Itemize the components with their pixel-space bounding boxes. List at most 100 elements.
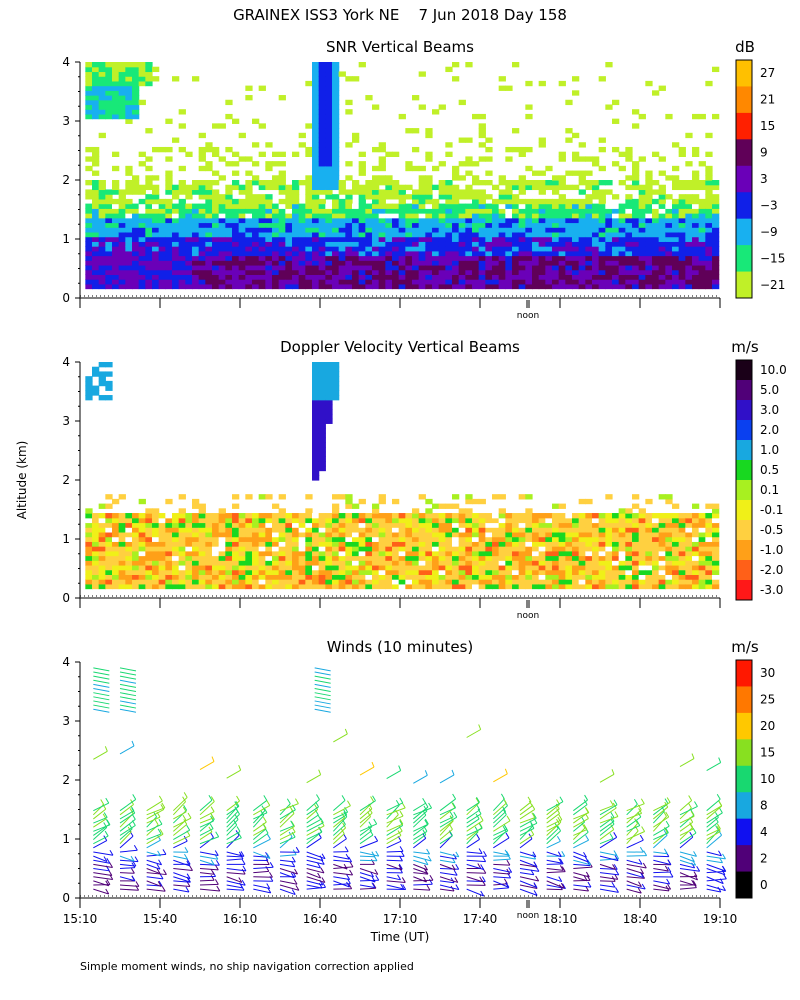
doppler-cell (485, 517, 493, 524)
wind-barb (493, 887, 509, 890)
doppler-cell (298, 517, 306, 524)
snr-cell (538, 236, 546, 242)
snr-cell (112, 241, 120, 247)
doppler-cell (458, 531, 466, 538)
snr-cell (178, 236, 186, 242)
snr-cell (245, 279, 253, 285)
doppler-cell (285, 531, 293, 538)
snr-cell (685, 260, 693, 266)
wind-barb-flag (374, 869, 379, 875)
wind-barb-flag (451, 864, 456, 871)
wind-barb (359, 872, 374, 878)
wind-barb (439, 859, 456, 864)
doppler-cell (492, 564, 500, 571)
doppler-cell (585, 583, 593, 590)
doppler-cell (352, 560, 360, 566)
snr-cell (392, 222, 400, 228)
doppler-cell (665, 527, 673, 533)
doppler-cell (398, 560, 406, 566)
snr-cell (132, 217, 140, 224)
doppler-cell (678, 569, 686, 575)
snr-cell (152, 283, 160, 290)
snr-cell (432, 227, 440, 233)
doppler-cell (672, 560, 680, 566)
snr-cell (265, 180, 273, 186)
wind-barb (119, 872, 135, 874)
snr-cell (125, 90, 133, 96)
snr-cell (132, 90, 140, 96)
doppler-cell (205, 546, 213, 552)
snr-cell (438, 222, 446, 228)
snr-cell (232, 213, 240, 219)
doppler-cell (478, 541, 486, 547)
snr-cell (598, 194, 606, 200)
doppler-cell (652, 555, 660, 561)
snr-cell (305, 198, 313, 205)
doppler-cell (272, 522, 280, 528)
wind-barb (413, 824, 429, 836)
snr-cell (612, 279, 620, 285)
snr-cell (105, 283, 113, 290)
doppler-cell (258, 536, 266, 542)
snr-cell (585, 264, 593, 271)
snr-cell (198, 250, 206, 257)
snr-cell (465, 137, 473, 143)
snr-cell (485, 217, 493, 224)
snr-cell (585, 222, 593, 228)
doppler-cell (312, 517, 320, 524)
doppler-cell (565, 522, 573, 528)
doppler-cell (252, 569, 260, 575)
doppler-cell (325, 517, 333, 524)
snr-cell (505, 231, 513, 238)
doppler-cell (612, 569, 620, 575)
doppler-cell (292, 564, 300, 571)
snr-cell (438, 217, 446, 224)
doppler-cell (238, 527, 246, 533)
snr-cell (238, 274, 246, 280)
doppler-cell (85, 555, 93, 561)
doppler-cell (505, 555, 513, 561)
snr-cell (132, 213, 140, 219)
snr-cell (172, 208, 180, 214)
snr-cell (458, 283, 466, 290)
doppler-cell (645, 546, 653, 552)
doppler-cell (418, 569, 426, 575)
wind-barb (146, 853, 166, 857)
snr-cell (125, 208, 133, 214)
snr-cell (458, 246, 466, 252)
doppler-cell (132, 550, 140, 557)
snr-cell (658, 231, 666, 238)
snr-cell (645, 208, 653, 214)
doppler-cell (585, 498, 593, 505)
snr-cell (125, 231, 133, 238)
doppler-cell (592, 541, 600, 547)
doppler-cell (392, 555, 400, 561)
snr-cell (325, 161, 333, 167)
doppler-cell (178, 574, 186, 580)
snr-cell (205, 255, 213, 261)
snr-cell (552, 217, 560, 224)
snr-cell (218, 283, 226, 290)
doppler-cell (678, 579, 686, 585)
snr-cell (458, 250, 466, 257)
wind-barb (412, 814, 427, 828)
snr-cell (538, 198, 546, 205)
snr-cell (85, 213, 93, 219)
doppler-cell (412, 564, 420, 571)
doppler-cell (558, 569, 566, 575)
wind-barb-flag (104, 746, 108, 752)
doppler-cell (172, 522, 180, 528)
snr-cell (505, 246, 513, 252)
snr-cell (185, 208, 193, 214)
snr-cell (325, 236, 333, 242)
snr-cell (332, 279, 340, 285)
snr-cell (305, 274, 313, 280)
doppler-cell (325, 413, 333, 420)
snr-cell (525, 264, 533, 271)
snr-cell (498, 175, 506, 181)
snr-cell (378, 189, 386, 195)
doppler-cell (378, 579, 386, 585)
snr-cell (478, 264, 486, 271)
snr-cell (692, 255, 700, 261)
snr-cell (672, 180, 680, 186)
